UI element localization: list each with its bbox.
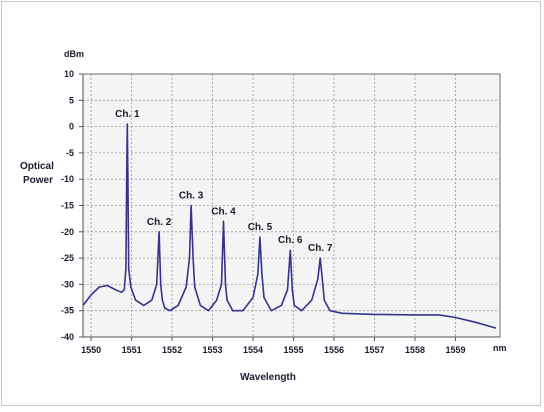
- channel-peak-label: Ch. 4: [211, 206, 236, 217]
- y-tick-label: -40: [61, 332, 74, 342]
- channel-peak-label: Ch. 6: [278, 235, 303, 246]
- y-unit-label: dBm: [64, 49, 84, 59]
- axes: [79, 73, 500, 341]
- x-tick-label: 1558: [405, 345, 425, 355]
- x-tick-label: 1551: [122, 345, 142, 355]
- channel-peak-label: Ch. 7: [308, 243, 333, 254]
- x-unit-label: nm: [493, 343, 507, 353]
- x-tick-label: 1554: [243, 345, 263, 355]
- y-tick-label: 5: [69, 95, 74, 105]
- chart-frame: 10 5 0 -5 -10 -15 -20 -25 -30 -35 -40 1550 1551 1552 1…: [1, 1, 541, 406]
- spectrum-series-line: [82, 123, 497, 329]
- channel-peak-label: Ch. 5: [248, 222, 273, 233]
- x-axis-title: Wavelength: [240, 372, 296, 383]
- y-tick-label: -15: [61, 201, 74, 211]
- x-tick-label: 1556: [324, 345, 344, 355]
- y-tick-label: -5: [66, 148, 74, 158]
- channel-peak-label: Ch. 1: [115, 109, 140, 120]
- y-tick-label: -30: [61, 279, 74, 289]
- channel-peak-label: Ch. 3: [179, 191, 204, 202]
- channel-labels: Ch. 1 Ch. 2 Ch. 3 Ch. 4 Ch. 5 Ch. 6 Ch. 7: [115, 109, 333, 254]
- x-tick-label: 1559: [445, 345, 465, 355]
- x-tick-label: 1550: [81, 345, 101, 355]
- y-tick-label: -35: [61, 306, 74, 316]
- y-tick-label: -25: [61, 253, 74, 263]
- y-tick-label: -20: [61, 227, 74, 237]
- x-tick-label: 1557: [364, 345, 384, 355]
- y-tick-label: 10: [64, 69, 74, 79]
- y-tick-label: -10: [61, 174, 74, 184]
- y-axis-title-line-2: Power: [23, 175, 53, 186]
- y-axis-title-line-1: Optical: [20, 161, 54, 172]
- tick-labels: 10 5 0 -5 -10 -15 -20 -25 -30 -35 -40 1550 1551 1552 1…: [61, 69, 465, 355]
- x-tick-label: 1553: [203, 345, 223, 355]
- channel-peak-label: Ch. 2: [147, 217, 172, 228]
- x-tick-label: 1555: [284, 345, 304, 355]
- y-tick-label: 0: [69, 122, 74, 132]
- x-tick-label: 1552: [162, 345, 182, 355]
